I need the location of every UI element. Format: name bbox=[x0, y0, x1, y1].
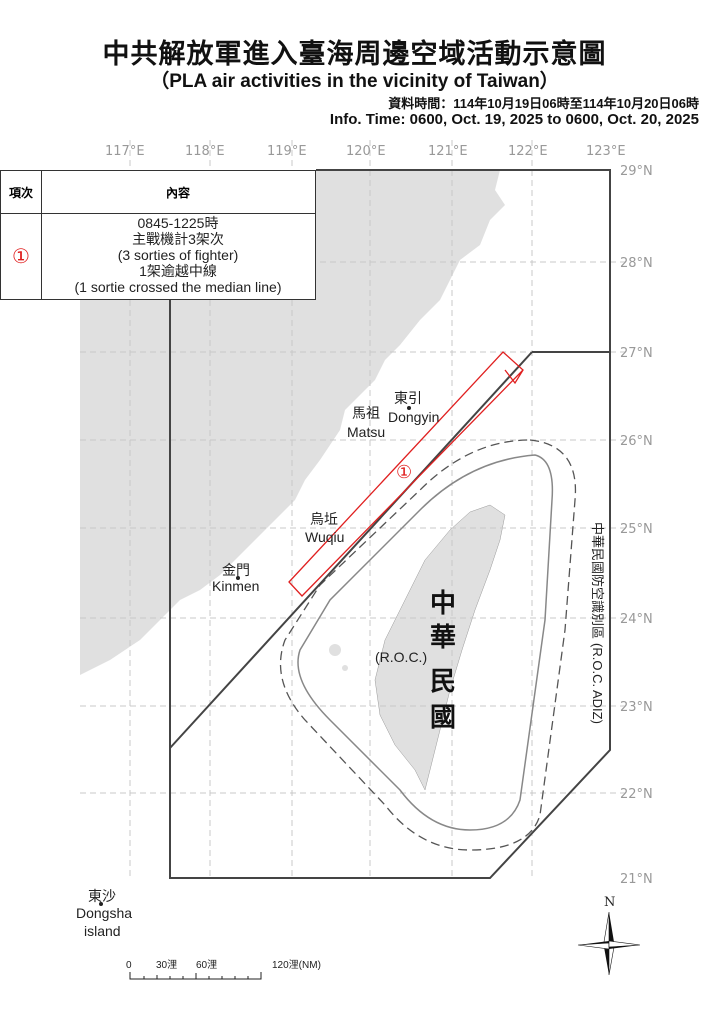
dongsha-en-2: island bbox=[84, 923, 121, 939]
flight-track-area bbox=[288, 351, 524, 597]
content-line: (3 sorties of fighter) bbox=[117, 247, 239, 263]
page-title: 中共解放軍進入臺海周邊空域活動示意圖 bbox=[102, 39, 607, 70]
svg-text:21°N: 21°N bbox=[620, 872, 653, 887]
svg-text:中: 中 bbox=[430, 589, 456, 619]
latitude-labels: 29°N 28°N 27°N 26°N 25°N 24°N 23°N 22°N … bbox=[620, 164, 653, 887]
track-marker: ① bbox=[396, 462, 412, 482]
longitude-labels: 117°E 118°E 119°E 120°E 121°E 122°E 123°… bbox=[105, 144, 626, 159]
content-line: (1 sortie crossed the median line) bbox=[74, 279, 282, 295]
svg-text:22°N: 22°N bbox=[620, 787, 653, 802]
page-subtitle: （PLA air activities in the vicinity of T… bbox=[150, 71, 559, 92]
svg-text:121°E: 121°E bbox=[428, 144, 468, 159]
roc-en: (R.O.C.) bbox=[375, 649, 427, 665]
taiwan-island bbox=[374, 504, 506, 791]
svg-text:23°N: 23°N bbox=[620, 700, 653, 715]
adiz-label: 中華民國防空識別區(R.O.C. ADIZ) bbox=[590, 522, 605, 724]
matsu-en: Matsu bbox=[347, 424, 385, 440]
info-time-zh: 資料時間：114年10月19日06時至114年10月20日06時 bbox=[388, 96, 699, 111]
outer-dashed-line bbox=[279, 439, 577, 851]
svg-text:123°E: 123°E bbox=[586, 144, 626, 159]
dongyin-en: Dongyin bbox=[388, 409, 439, 425]
header-content: 內容 bbox=[41, 171, 315, 214]
svg-text:122°E: 122°E bbox=[508, 144, 548, 159]
content-line: 0845-1225時 bbox=[137, 215, 219, 231]
matsu-zh: 馬祖 bbox=[352, 406, 380, 422]
dongsha-zh: 東沙 bbox=[88, 889, 116, 905]
svg-text:26°N: 26°N bbox=[620, 434, 653, 449]
wuqiu-zh: 烏坵 bbox=[310, 511, 338, 528]
svg-text:29°N: 29°N bbox=[620, 164, 653, 179]
svg-text:27°N: 27°N bbox=[620, 346, 653, 361]
svg-text:民: 民 bbox=[430, 667, 456, 697]
row-item-marker: ① bbox=[1, 213, 42, 299]
svg-text:117°E: 117°E bbox=[105, 144, 145, 159]
kinmen-zh: 金門 bbox=[222, 563, 250, 579]
roc-label: 中 華 民 國 bbox=[430, 589, 456, 733]
svg-text:24°N: 24°N bbox=[620, 612, 653, 627]
svg-text:28°N: 28°N bbox=[620, 256, 653, 271]
content-line: 主戰機計3架次 bbox=[132, 231, 224, 247]
svg-text:118°E: 118°E bbox=[185, 144, 225, 159]
svg-text:25°N: 25°N bbox=[620, 522, 653, 537]
row-content: 0845-1225時 主戰機計3架次 (3 sorties of fighter… bbox=[41, 215, 315, 299]
adiz-diagonal bbox=[169, 351, 533, 749]
svg-text:120°E: 120°E bbox=[346, 144, 386, 159]
dongyin-zh: 東引 bbox=[394, 391, 422, 407]
svg-text:0: 0 bbox=[126, 960, 132, 971]
wuqiu-en: Wuqiu bbox=[305, 529, 344, 545]
svg-text:N: N bbox=[604, 895, 615, 910]
svg-text:119°E: 119°E bbox=[267, 144, 307, 159]
adiz-boundary bbox=[169, 169, 611, 879]
svg-text:30浬: 30浬 bbox=[156, 958, 177, 971]
svg-text:60浬: 60浬 bbox=[196, 958, 217, 971]
scale-bar: 0 30浬 60浬 120浬(NM) bbox=[126, 958, 321, 980]
svg-text:華: 華 bbox=[430, 623, 456, 653]
kinmen-en: Kinmen bbox=[212, 578, 259, 594]
north-arrow-icon: N bbox=[577, 895, 641, 976]
activity-table: 項次 內容 ① 0845-1225時 主戰機計3架次 (3 sorties of… bbox=[0, 170, 316, 300]
info-time-en: Info. Time: 0600, Oct. 19, 2025 to 0600,… bbox=[329, 111, 699, 128]
svg-text:國: 國 bbox=[430, 703, 456, 733]
contiguous-zone-line bbox=[297, 454, 554, 831]
content-line: 1架逾越中線 bbox=[139, 263, 217, 279]
dongsha-en: Dongsha bbox=[76, 905, 132, 921]
svg-text:120浬(NM): 120浬(NM) bbox=[272, 958, 321, 971]
header-item: 項次 bbox=[1, 171, 42, 214]
